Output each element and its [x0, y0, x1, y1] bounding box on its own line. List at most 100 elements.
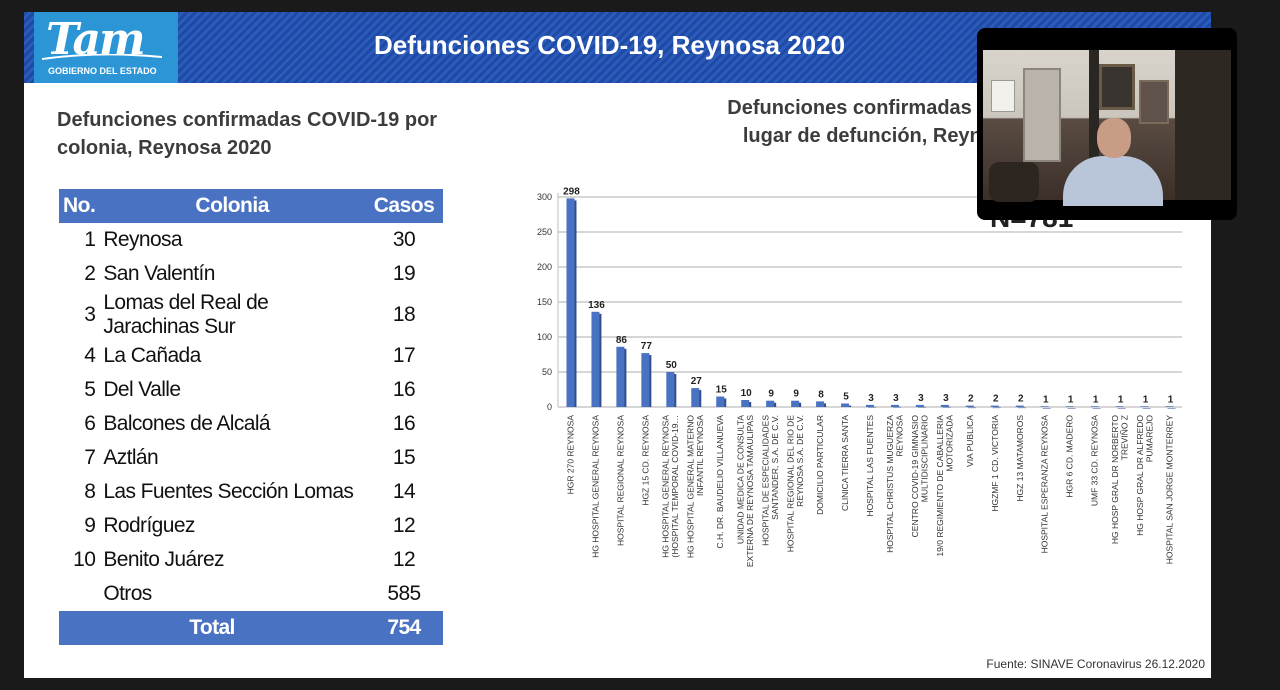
x-tick-label-line: HOSPITAL SAN JORGE MONTERREY [1165, 415, 1175, 565]
bar-value-label: 3 [868, 393, 874, 404]
x-tick-label-line: PUMAREJO [1144, 415, 1154, 463]
x-tick-label: HG HOSP GRAL DR NORBERTO TREVIÑO Z [1110, 415, 1130, 544]
table-row: 10 Benito Juárez 12 [59, 543, 443, 577]
x-tick-label-line: REYNOSA [895, 415, 905, 457]
bar [666, 372, 675, 407]
bar-shadow [1067, 408, 1076, 409]
colonias-heading-line1: Defunciones confirmadas COVID-19 por [57, 109, 438, 131]
source-note: Fuente: SINAVE Coronavirus 26.12.2020 [986, 657, 1205, 671]
bar-value-label: 9 [768, 389, 774, 400]
x-tick-label-line: REYNOSA S.A. DE C.V. [795, 415, 805, 507]
bar-value-label: 5 [843, 392, 849, 403]
door [1023, 68, 1061, 162]
x-tick-label-line: HGR 6 CD. MADERO [1065, 415, 1075, 498]
row-casos: 16 [392, 412, 416, 435]
bar [741, 400, 750, 407]
bar-shadow [942, 406, 951, 408]
row-casos: 17 [392, 344, 416, 367]
wall-chart [991, 80, 1015, 112]
x-tick-label-line: HOSPITAL REGIONAL DEL RIO DE [785, 415, 795, 553]
bar-shadow [917, 406, 926, 408]
bar [791, 400, 800, 407]
x-tick-label: HGZ 15 CD. REYNOSA [640, 415, 650, 506]
bar [1040, 406, 1049, 407]
x-tick-label-line: HGZ 15 CD. REYNOSA [640, 415, 650, 506]
x-tick-label: HOSPITAL ESPERANZA REYNOSA [1040, 415, 1050, 554]
speaker-body [1063, 156, 1163, 206]
x-tick-label-line: C.H. DR. BAUDELIO VILLANUEVA [715, 415, 725, 549]
x-tick-label: HOSPITAL CHRISTUS MUGUERZA REYNOSA [885, 415, 905, 553]
row-casos: 12 [392, 514, 416, 537]
table-row: 4 La Cañada 17 [59, 339, 443, 373]
x-tick-label: HGZMF 1 CD. VICTORIA [990, 415, 1000, 512]
bar-value-label: 1 [1043, 394, 1049, 405]
x-tick-label-line: HG HOSP GRAL DR ALFREDO [1135, 415, 1145, 536]
table-row: 5 Del Valle 16 [59, 373, 443, 407]
x-tick-label-line: HOSPITAL ESPERANZA REYNOSA [1040, 415, 1050, 554]
x-tick-label: HOSPITAL REGIONAL REYNOSA [615, 415, 625, 546]
table-row: 2 San Valentín 19 [59, 257, 443, 291]
bar-value-label: 15 [716, 385, 728, 396]
x-tick-label-line: MULTIDISCIPLINARIO [920, 415, 930, 503]
bar [716, 396, 725, 407]
bar [890, 404, 899, 407]
x-tick-label: CENTRO COVID-19 GIMNASIO MULTIDISCIPLINAR… [910, 415, 930, 538]
column-header-colonia: Colonia [99, 189, 365, 223]
table-row: 9 Rodríguez 12 [59, 509, 443, 543]
row-colonia: Las Fuentes Sección Lomas [103, 480, 354, 503]
chair [989, 162, 1039, 202]
x-tick-label-line: HOSPITAL LAS FUENTES [865, 415, 875, 517]
bar [691, 388, 700, 407]
bar [1140, 406, 1149, 407]
wall-frame [1099, 64, 1135, 110]
row-casos: 16 [392, 378, 416, 401]
total-value: 754 [365, 611, 443, 645]
bar-value-label: 1 [1118, 394, 1124, 405]
colonias-table: No. Colonia Casos 1 Reynosa 30 2 San Valentí… [59, 189, 443, 645]
x-tick-label-line: HGZMF 1 CD. VICTORIA [990, 415, 1000, 512]
row-colonia: Otros [103, 582, 152, 605]
x-tick-label: UMF 33 CD. REYNOSA [1090, 415, 1100, 506]
bar-shadow [1042, 408, 1051, 409]
video-call-thumbnail[interactable] [977, 28, 1237, 220]
bar [990, 405, 999, 407]
bar-shadow [1117, 408, 1126, 409]
bar [566, 198, 575, 407]
row-number: 7 [84, 446, 96, 469]
bar-value-label: 3 [918, 393, 924, 404]
row-casos: 18 [392, 303, 416, 326]
row-colonia: Aztlán [103, 446, 159, 469]
x-tick-label: UNIDAD MEDICA DE CONSULTA EXTERNA DE REYN… [735, 415, 755, 567]
column-header-no: No. [59, 189, 100, 223]
bar [1090, 406, 1099, 407]
x-tick-label: HOSPITAL DE ESPECIALIDADES SANTANDER, S.A… [760, 415, 780, 546]
x-tick-label: HG HOSP GRAL DR ALFREDO PUMAREJO [1135, 415, 1155, 536]
x-tick-label: HG HOSPITAL GENERAL REYNOSA [590, 415, 600, 558]
x-tick-label: HG HOSPITAL GENERAL REYNOSA (HOSPITAL TEM… [661, 415, 681, 558]
bar-value-label: 1 [1093, 394, 1099, 405]
x-tick-label-line: UNIDAD MEDICA DE CONSULTA [735, 415, 745, 544]
x-tick-label-line: HG HOSPITAL GENERAL REYNOSA [590, 415, 600, 558]
y-tick-label: 0 [547, 402, 552, 412]
table-row: 7 Aztlán 15 [59, 441, 443, 475]
bar-value-label: 1 [1168, 394, 1174, 405]
x-tick-label-line: 19/0 REGIMIENTO DE CABALLERIA [935, 415, 945, 557]
x-tick-label-line: HOSPITAL CHRISTUS MUGUERZA [885, 415, 895, 553]
x-tick-label-line: HG HOSPITAL GENERAL REYNOSA [661, 415, 671, 558]
bar-value-label: 2 [993, 394, 999, 405]
x-tick-label-line: (HOSPITAL TEMPORAL COVID-19… [670, 415, 680, 558]
x-tick-label-line: HG HOSPITAL GENERAL MATERNO [686, 415, 696, 558]
row-colonia: Del Valle [103, 378, 181, 401]
bar [616, 346, 625, 407]
table-row: Otros 585 [59, 577, 443, 611]
table-header-row: No. Colonia Casos [59, 189, 443, 223]
colonias-heading: Defunciones confirmadas COVID-19 por col… [57, 106, 487, 162]
row-number: 8 [84, 480, 96, 503]
row-colonia: Lomas del Real de Jarachinas Sur [103, 291, 269, 338]
x-tick-label-line: HGZ 13 MATAMOROS [1015, 415, 1025, 502]
row-number: 2 [84, 262, 96, 285]
bar-value-label: 27 [691, 376, 703, 387]
bar [866, 404, 874, 407]
x-tick-label: HG HOSPITAL GENERAL MATERNO INFANTIL REYN… [686, 415, 706, 558]
x-tick-label: HGZ 13 MATAMOROS [1015, 415, 1025, 502]
